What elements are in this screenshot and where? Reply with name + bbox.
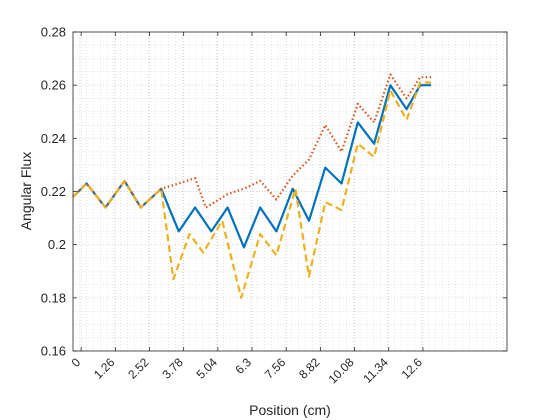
y-tick-label: 0.22: [41, 184, 66, 199]
y-tick-label: 0.18: [41, 290, 66, 305]
x-tick-label: 1.26: [91, 355, 118, 382]
y-axis-label: Angular Flux: [18, 152, 34, 231]
y-tick-label: 0.26: [41, 78, 66, 93]
x-tick-label: 11.34: [360, 355, 391, 386]
y-tick-label: 0.28: [41, 25, 66, 40]
x-axis-label: Position (cm): [249, 402, 331, 418]
x-tick-label: 12.6: [399, 355, 426, 382]
major-grid: [73, 32, 507, 351]
x-tick-label: 7.56: [262, 355, 289, 382]
y-tick-label: 0.2: [48, 237, 66, 252]
y-tick-label: 0.24: [41, 131, 66, 146]
x-tick-label: 8.82: [296, 355, 323, 382]
x-tick-label: 6.3: [232, 355, 254, 377]
series-line-2: [72, 73, 432, 209]
y-tick-label: 0.16: [41, 344, 66, 359]
x-tick-label: 5.04: [194, 355, 221, 382]
series-layer: [72, 73, 432, 299]
series-line-3: [72, 81, 432, 299]
x-tick-label: 0: [69, 355, 84, 370]
x-tick-label: 2.52: [125, 355, 152, 382]
x-tick-label: 10.08: [326, 355, 357, 386]
x-tick-label: 3.78: [159, 355, 186, 382]
